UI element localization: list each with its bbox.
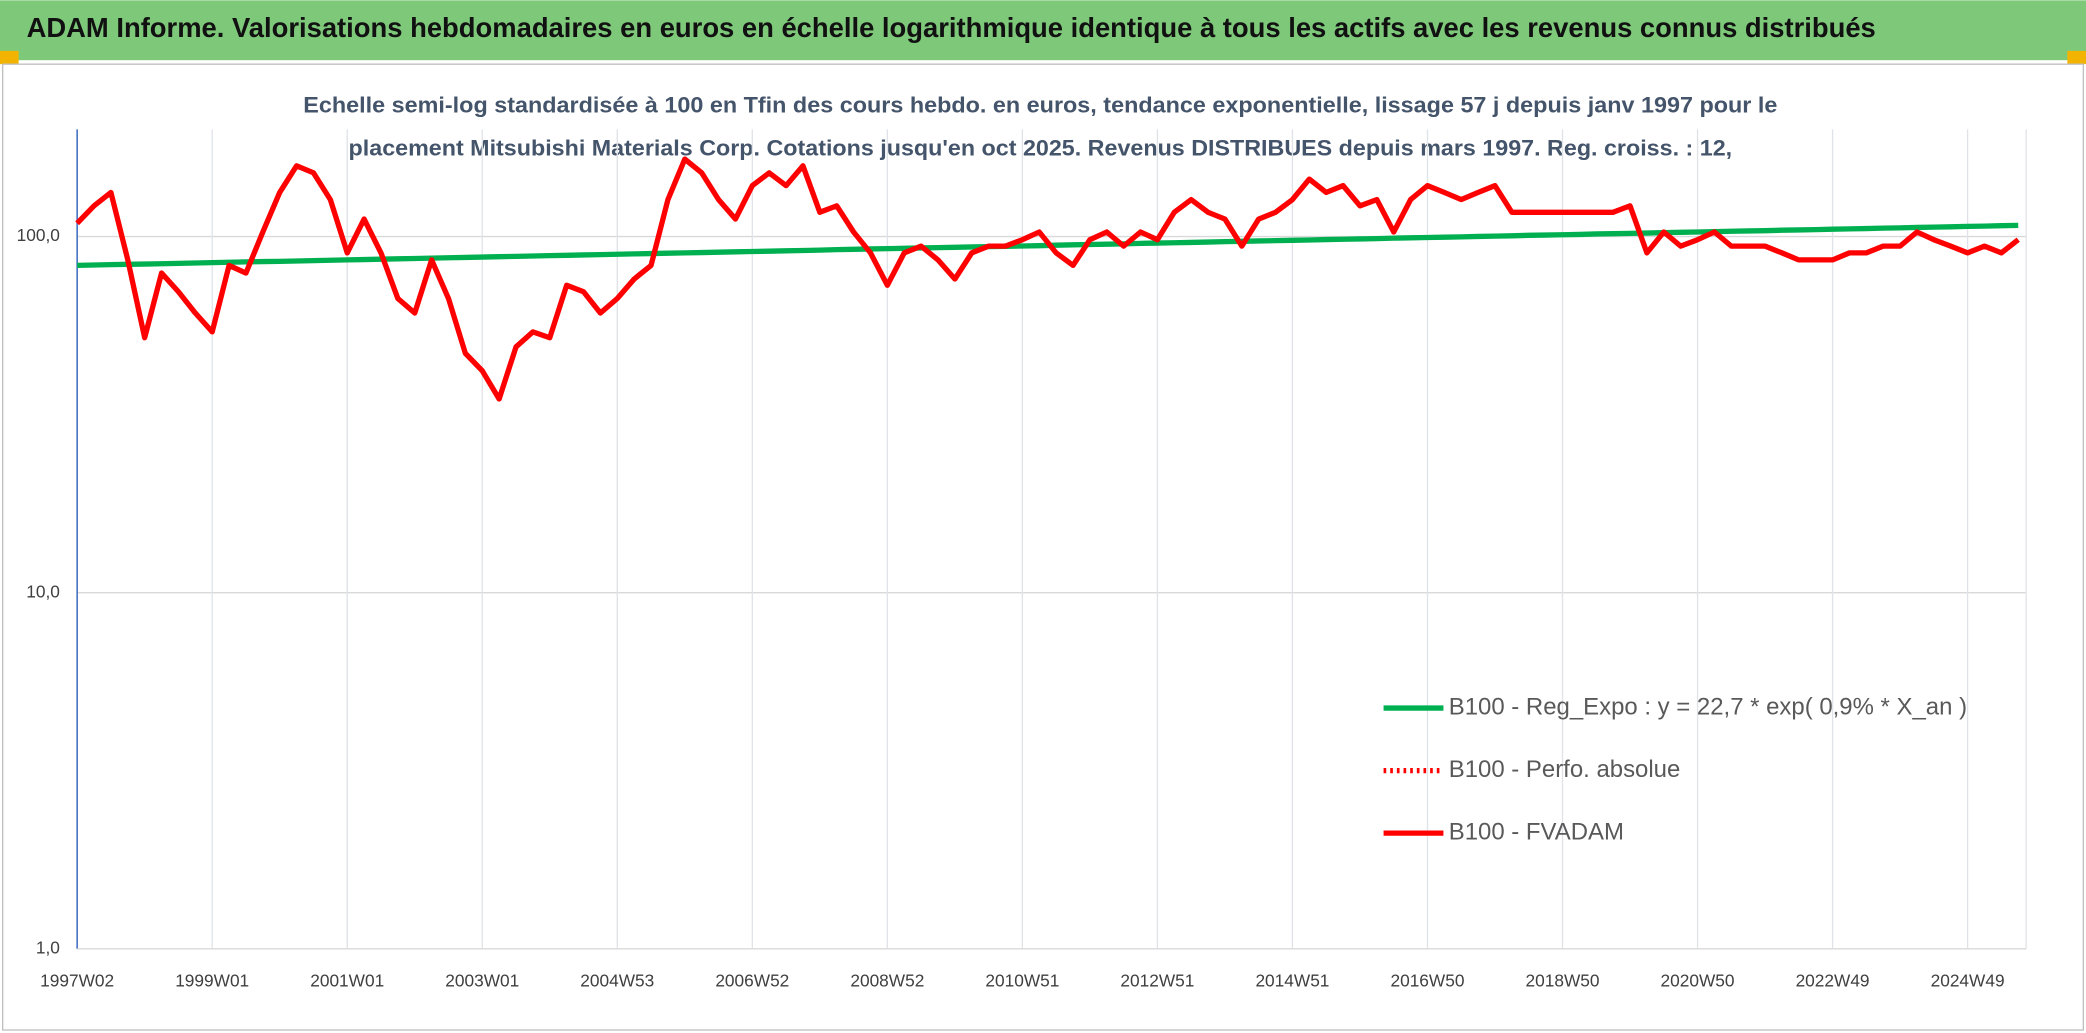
x-tick-label: 2022W49 [1796,971,1870,991]
series-line [75,156,2020,402]
corner-mark [0,50,19,65]
header-bar [0,0,2086,61]
chart-frame [1,63,2085,1031]
x-tick-label: 2001W01 [310,971,384,991]
legend-label: B100 - Perfo. absolue [1449,756,1681,783]
x-tick-label: 2012W51 [1120,971,1194,991]
x-tick-label: 2003W01 [445,971,519,991]
x-tick-label: 1997W02 [40,971,114,991]
x-tick-label: 1999W01 [175,971,249,991]
y-tick-label: 1,0 [36,937,60,957]
x-tick-label: 2010W51 [985,971,1059,991]
x-tick-label: 2008W52 [850,971,924,991]
x-tick-label: 2014W51 [1255,971,1329,991]
x-tick-label: 2016W50 [1390,971,1464,991]
x-tick-label: 2020W50 [1661,971,1735,991]
plot-area: 1,0 10,0 100,0 1997W02 1999W01 2001W01 2003W01… [17,129,2027,991]
corner-mark [2067,50,2086,65]
x-tick-label: 2006W52 [715,971,789,991]
y-tick-label: 10,0 [26,581,60,601]
x-tick-label: 2004W53 [580,971,654,991]
y-tick-label: 100,0 [17,225,60,245]
x-tick-label: 2024W49 [1931,971,2005,991]
x-tick-label: 2018W50 [1526,971,1600,991]
chart-subtitle: placement Mitsubishi Materials Corp. Cot… [349,135,1733,160]
legend-label: B100 - Reg_Expo : y = 22,7 * exp( 0,9% *… [1449,693,1967,720]
chart-title: ADAM Informe. Valorisations hebdomadaire… [27,12,1876,43]
chart-subtitle: Echelle semi-log standardisée à 100 en T… [303,93,1777,118]
legend-label: B100 - FVADAM [1449,818,1624,845]
